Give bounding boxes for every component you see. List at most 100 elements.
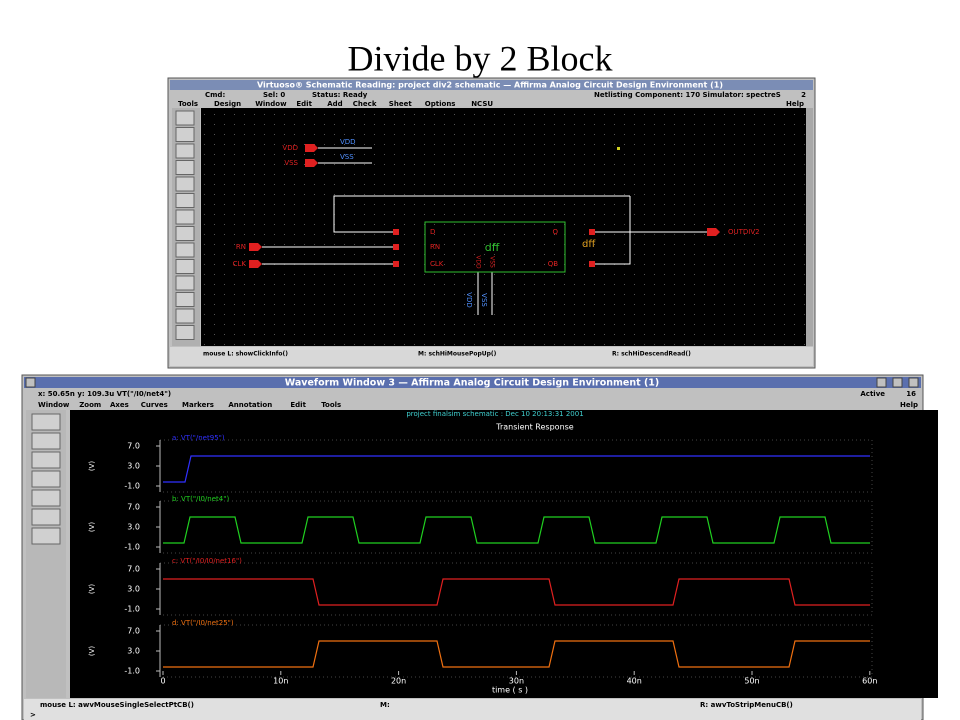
window-title: Waveform Window 3 — Affirma Analog Circu…	[285, 378, 660, 389]
menu-item[interactable]: Options	[425, 100, 456, 108]
x-axis-label: time ( s )	[492, 686, 528, 695]
instance-pin: VSS	[489, 256, 496, 268]
pin-label: VDD	[282, 144, 298, 152]
menu-item[interactable]: Markers	[182, 401, 214, 409]
status-text: Cmd:	[205, 91, 225, 99]
menu-item[interactable]: Axes	[110, 401, 129, 409]
cursor-coords: x: 50.65n y: 109.3u VT("/I0/net4")	[38, 390, 171, 398]
y-tick-label: 7.0	[127, 503, 140, 512]
status-text: 2	[801, 91, 806, 99]
tool-button[interactable]	[31, 413, 61, 431]
active-count: 16	[906, 390, 916, 398]
window-button[interactable]	[892, 377, 903, 388]
x-tick-label: 10n	[273, 677, 288, 686]
strip-frame	[159, 439, 873, 493]
footer-text: mouse L: showClickInfo()	[203, 351, 288, 358]
window-button[interactable]	[908, 377, 919, 388]
grid	[201, 108, 806, 346]
tool-button[interactable]	[31, 508, 61, 526]
status-text: Sel: 0	[263, 91, 285, 99]
active-label: Active	[860, 390, 885, 398]
pin-label: VSS	[284, 159, 298, 167]
y-unit: (V)	[88, 522, 96, 533]
status-footer	[24, 699, 921, 720]
footer-text: R: awvToStripMenuCB()	[700, 701, 793, 709]
instance-pin: Q	[552, 228, 558, 236]
tool-button[interactable]	[31, 432, 61, 450]
tool-button[interactable]	[175, 127, 195, 142]
tool-button[interactable]	[31, 489, 61, 507]
menu-item[interactable]: Tools	[178, 100, 198, 108]
tool-button[interactable]	[175, 209, 195, 225]
y-tick-label: 3.0	[127, 647, 140, 656]
menu-item[interactable]: Window	[255, 100, 287, 108]
y-unit: (V)	[88, 646, 96, 657]
plot-subtitle: project finalsim schematic : Dec 10 20:1…	[406, 410, 583, 418]
tool-button[interactable]	[175, 176, 195, 192]
tool-button[interactable]	[175, 275, 195, 291]
y-tick-label: -1.0	[124, 667, 140, 676]
tool-button[interactable]	[175, 308, 195, 324]
menu-item[interactable]: Design	[214, 100, 241, 108]
footer-text: mouse L: awvMouseSingleSelectPtCB()	[40, 701, 194, 709]
strip-label: b: VT("/I0/net4")	[172, 495, 229, 503]
trace	[163, 578, 870, 606]
menu-item[interactable]: Tools	[321, 401, 341, 409]
y-tick-label: 3.0	[127, 462, 140, 471]
instance-pin: VDD	[475, 255, 482, 269]
tool-button[interactable]	[175, 110, 195, 126]
wire-label: VDD	[340, 138, 356, 146]
slide-title: Divide by 2 Block	[348, 38, 613, 78]
tool-button[interactable]	[175, 292, 195, 307]
y-tick-label: -1.0	[124, 482, 140, 491]
menu-item[interactable]: Sheet	[389, 100, 413, 108]
pins	[249, 144, 720, 268]
tool-button[interactable]	[175, 242, 195, 258]
strip-label: d: VT("/I0/net25")	[172, 619, 234, 627]
y-tick-label: 3.0	[127, 585, 140, 594]
tool-button[interactable]	[31, 451, 61, 469]
tool-button[interactable]	[175, 143, 195, 159]
dff-instance[interactable]	[424, 221, 566, 273]
title-bar	[24, 377, 921, 388]
window-button[interactable]	[25, 377, 36, 388]
tool-button[interactable]	[175, 226, 195, 241]
instance-pin: QB	[548, 260, 559, 268]
trace	[163, 455, 870, 483]
menu-item[interactable]: Add	[327, 100, 342, 108]
tool-button[interactable]	[175, 325, 195, 340]
x-tick-label: 20n	[391, 677, 406, 686]
strip-frame	[159, 624, 873, 678]
pin-label: OUTDIV2	[728, 228, 760, 236]
menu-item[interactable]: Check	[353, 100, 377, 108]
menu-help[interactable]: Help	[786, 100, 804, 108]
tool-button[interactable]	[175, 259, 195, 274]
y-unit: (V)	[88, 461, 96, 472]
y-tick-label: 7.0	[127, 565, 140, 574]
y-tick-label: 3.0	[127, 523, 140, 532]
tool-button[interactable]	[31, 470, 61, 488]
menu-item[interactable]: Window	[38, 401, 70, 409]
strip-label: c: VT("/I0/I0/net16")	[172, 557, 242, 565]
pin-label: CLK	[233, 260, 247, 268]
footer-text: M:	[380, 701, 390, 709]
trace	[163, 640, 870, 668]
tool-button[interactable]	[175, 193, 195, 208]
menu-item[interactable]: Edit	[290, 401, 306, 409]
x-tick-label: 0	[160, 677, 165, 686]
y-tick-label: 7.0	[127, 442, 140, 451]
tool-button[interactable]	[175, 160, 195, 175]
scrollbar	[806, 108, 813, 346]
menu-item[interactable]: Zoom	[79, 401, 101, 409]
tool-button[interactable]	[31, 527, 61, 545]
wire-label: VSS	[340, 153, 354, 161]
menu-item[interactable]: Edit	[296, 100, 312, 108]
y-tick-label: 7.0	[127, 627, 140, 636]
menu-help[interactable]: Help	[900, 401, 918, 409]
window-button[interactable]	[876, 377, 887, 388]
cell-name: dff	[485, 241, 500, 254]
wires	[262, 147, 707, 315]
menu-item[interactable]: Curves	[141, 401, 168, 409]
menu-item[interactable]: NCSU	[471, 100, 493, 108]
menu-item[interactable]: Annotation	[228, 401, 272, 409]
